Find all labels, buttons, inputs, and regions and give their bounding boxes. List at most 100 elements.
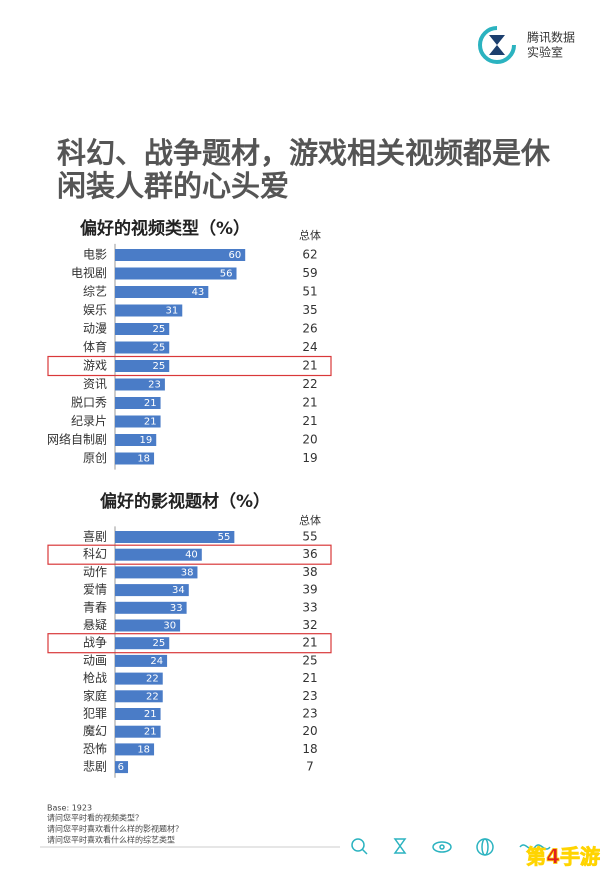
value-label: 60 bbox=[228, 250, 241, 261]
logo-text: 实验室 bbox=[527, 45, 563, 60]
category-label: 犯罪 bbox=[83, 707, 107, 721]
bar bbox=[115, 672, 163, 685]
total-value: 20 bbox=[302, 433, 317, 447]
total-value: 35 bbox=[302, 303, 317, 317]
chart-title: 偏好的影视题材（%） bbox=[100, 491, 270, 512]
category-label: 动画 bbox=[83, 653, 107, 667]
value-label: 21 bbox=[144, 417, 157, 428]
category-label: 悬疑 bbox=[83, 617, 107, 632]
category-label: 电影 bbox=[83, 248, 107, 262]
category-label: 战争 bbox=[83, 636, 107, 650]
highlight-box bbox=[47, 633, 332, 654]
bar bbox=[115, 286, 209, 298]
bar bbox=[115, 584, 189, 597]
total-value: 33 bbox=[302, 600, 317, 614]
total-value: 32 bbox=[302, 618, 317, 632]
value-label: 21 bbox=[144, 709, 157, 720]
bar bbox=[115, 360, 170, 372]
bar bbox=[115, 619, 181, 632]
value-label: 25 bbox=[153, 324, 166, 335]
bar bbox=[115, 601, 187, 614]
footnote: 请问您平时喜欢看什么样的综艺类型 bbox=[47, 835, 175, 845]
value-label: 30 bbox=[163, 621, 176, 632]
category-label: 魔幻 bbox=[83, 723, 107, 738]
total-value: 55 bbox=[302, 530, 317, 544]
column-header: 总体 bbox=[299, 228, 321, 242]
value-label: 18 bbox=[137, 454, 150, 465]
bar bbox=[115, 323, 170, 335]
category-label: 悲剧 bbox=[83, 759, 107, 774]
value-label: 22 bbox=[146, 691, 159, 702]
category-label: 脱口秀 bbox=[71, 395, 107, 410]
value-label: 21 bbox=[144, 398, 157, 409]
bar bbox=[115, 761, 129, 774]
column-header: 总体 bbox=[299, 513, 321, 527]
value-label: 23 bbox=[148, 380, 161, 391]
bar bbox=[115, 249, 246, 261]
footnote: 请问您平时看的视频类型？ bbox=[47, 813, 143, 823]
title: 科幻、战争题材，游戏相关视频都是休 bbox=[57, 136, 551, 170]
category-label: 爱情 bbox=[83, 583, 107, 597]
total-value: 21 bbox=[302, 636, 317, 650]
bar bbox=[115, 566, 198, 579]
value-label: 43 bbox=[192, 287, 205, 298]
total-value: 24 bbox=[302, 340, 317, 354]
category-label: 游戏 bbox=[83, 359, 107, 373]
total-value: 19 bbox=[302, 451, 317, 465]
chart-title: 偏好的视频类型（%） bbox=[80, 218, 250, 239]
value-label: 56 bbox=[220, 269, 233, 280]
total-value: 7 bbox=[306, 760, 314, 774]
category-label: 综艺 bbox=[83, 285, 107, 299]
value-label: 21 bbox=[144, 727, 157, 738]
bar bbox=[115, 654, 168, 667]
category-label: 原创 bbox=[83, 451, 107, 465]
bar bbox=[115, 397, 161, 409]
category-label: 动作 bbox=[83, 565, 107, 579]
value-label: 25 bbox=[153, 361, 166, 372]
category-label: 恐怖 bbox=[83, 741, 107, 756]
total-value: 59 bbox=[302, 266, 317, 280]
value-label: 22 bbox=[146, 674, 159, 685]
bar bbox=[115, 452, 155, 465]
value-label: 38 bbox=[181, 567, 194, 578]
highlight-box bbox=[47, 544, 332, 565]
category-label: 科幻 bbox=[83, 547, 107, 561]
total-value: 39 bbox=[302, 583, 317, 597]
value-label: 25 bbox=[153, 343, 166, 354]
bar bbox=[115, 708, 161, 720]
bar bbox=[115, 725, 161, 738]
value-label: 33 bbox=[170, 603, 183, 614]
bar bbox=[115, 304, 183, 317]
footnote: 请问您平时喜欢看什么样的影视题材？ bbox=[47, 824, 183, 834]
value-label: 55 bbox=[218, 532, 231, 543]
value-label: 40 bbox=[185, 550, 198, 561]
category-label: 资讯 bbox=[83, 377, 107, 391]
footer-icons bbox=[351, 838, 551, 856]
bar bbox=[115, 341, 170, 354]
bar bbox=[115, 434, 157, 446]
footnote: Base: 1923 bbox=[47, 804, 92, 813]
watermark: 第4手游 bbox=[526, 845, 600, 869]
category-label: 喜剧 bbox=[83, 530, 107, 544]
title: 闲装人群的心头爱 bbox=[57, 169, 289, 203]
total-value: 36 bbox=[302, 547, 317, 561]
total-value: 21 bbox=[302, 671, 317, 685]
category-label: 娱乐 bbox=[83, 303, 107, 317]
bar bbox=[115, 267, 237, 280]
total-value: 18 bbox=[302, 742, 317, 756]
highlight-box bbox=[47, 355, 332, 377]
total-value: 21 bbox=[302, 396, 317, 410]
total-value: 38 bbox=[302, 565, 317, 579]
bar bbox=[115, 415, 161, 428]
category-label: 纪录片 bbox=[71, 414, 107, 428]
total-value: 23 bbox=[302, 689, 317, 703]
total-value: 26 bbox=[302, 322, 317, 336]
value-label: 19 bbox=[139, 435, 152, 446]
total-value: 23 bbox=[302, 707, 317, 721]
bar bbox=[115, 548, 202, 561]
bar bbox=[115, 378, 165, 391]
logo bbox=[478, 26, 516, 64]
category-label: 青春 bbox=[83, 600, 107, 614]
value-label: 25 bbox=[153, 638, 166, 649]
